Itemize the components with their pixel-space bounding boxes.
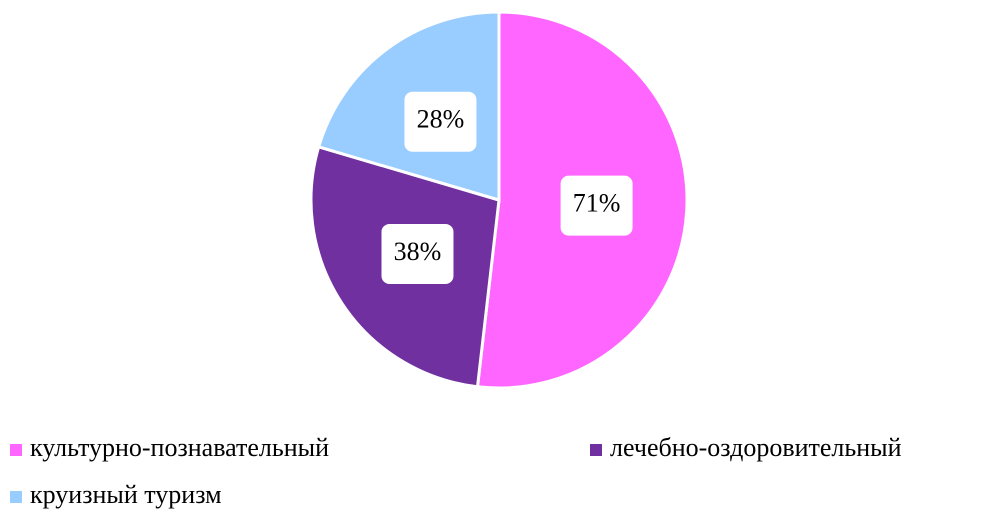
label-box — [560, 175, 633, 236]
label-box — [404, 91, 477, 152]
data-label: 38% — [394, 237, 442, 266]
legend-label: круизный туризм — [30, 480, 222, 509]
legend-label: лечебно-оздоровительный — [610, 433, 902, 462]
data-label: 28% — [417, 105, 465, 134]
legend-swatch — [10, 444, 22, 456]
legend-swatch — [590, 444, 602, 456]
legend-label: культурно-познавательный — [30, 433, 329, 462]
label-box — [381, 223, 454, 284]
data-label: 71% — [573, 189, 621, 218]
legend-swatch — [10, 491, 22, 503]
